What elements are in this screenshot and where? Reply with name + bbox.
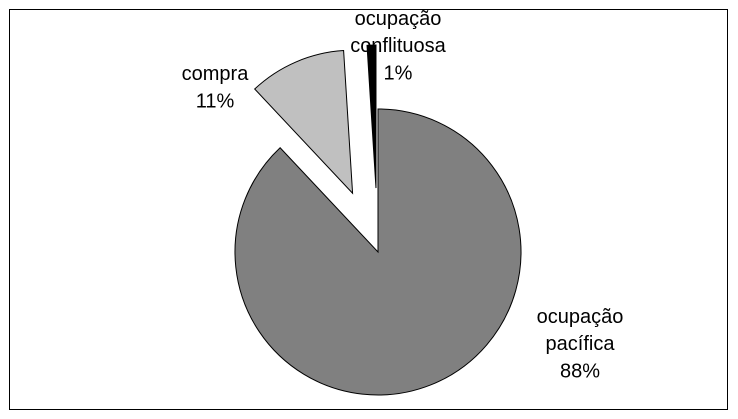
pie-slice	[366, 44, 377, 189]
slice-category-label: ocupação conflituosa	[350, 8, 446, 57]
pie-slice	[234, 108, 522, 396]
pie-slice	[253, 50, 354, 195]
slice-value-label: 88%	[560, 360, 600, 382]
slice-category-label: ocupação pacífica	[537, 306, 624, 355]
slice-value-label: 11%	[196, 90, 235, 112]
slice-category-label: compra	[182, 63, 250, 85]
slice-value-label: 1%	[384, 62, 413, 84]
